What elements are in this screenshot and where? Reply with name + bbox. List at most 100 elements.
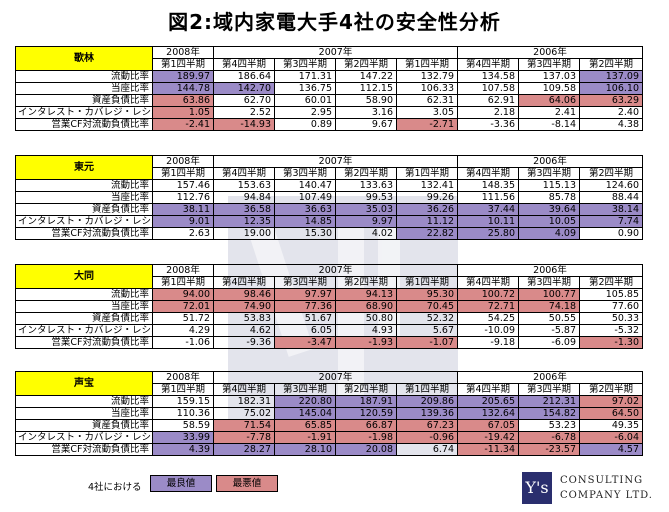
value-cell: 10.11 bbox=[457, 215, 519, 228]
year-header: 2007年 bbox=[213, 371, 458, 384]
value-cell: 72.01 bbox=[152, 300, 214, 313]
value-cell: 58.90 bbox=[335, 94, 397, 107]
value-cell: 97.97 bbox=[274, 288, 336, 301]
metric-label: 流動比率 bbox=[15, 70, 153, 83]
value-cell: 33.99 bbox=[152, 431, 214, 444]
value-cell: 22.82 bbox=[396, 227, 458, 240]
value-cell: 62.91 bbox=[457, 94, 519, 107]
value-cell: 2.52 bbox=[213, 106, 275, 119]
value-cell: 74.90 bbox=[213, 300, 275, 313]
quarter-header: 第2四半期 bbox=[578, 276, 644, 289]
year-header: 2008年 bbox=[152, 264, 214, 277]
value-cell: 107.58 bbox=[457, 82, 519, 95]
metric-label: 流動比率 bbox=[15, 288, 153, 301]
value-cell: 36.63 bbox=[274, 203, 336, 216]
value-cell: 37.44 bbox=[457, 203, 519, 216]
metric-label: 資産負債比率 bbox=[15, 419, 153, 432]
value-cell: 85.78 bbox=[518, 191, 580, 204]
value-cell: 124.60 bbox=[578, 179, 644, 192]
table-row: 資産負債比率 63.86 62.70 60.01 58.90 62.31 62.91 64.0… bbox=[15, 94, 644, 107]
value-cell: -5.32 bbox=[578, 324, 644, 337]
value-cell: -1.07 bbox=[396, 336, 458, 349]
value-cell: -3.47 bbox=[274, 336, 336, 349]
metric-label: 当座比率 bbox=[15, 407, 153, 420]
year-header-row: 大同 2008年 2007年 2006年 bbox=[15, 264, 644, 289]
quarter-header: 第3四半期 bbox=[518, 276, 580, 289]
value-cell: -10.09 bbox=[457, 324, 519, 337]
value-cell: -2.41 bbox=[152, 118, 214, 131]
quarter-header: 第1四半期 bbox=[152, 58, 214, 71]
quarter-header: 第2四半期 bbox=[335, 58, 397, 71]
value-cell: -23.57 bbox=[518, 443, 580, 456]
value-cell: 3.16 bbox=[335, 106, 397, 119]
value-cell: 100.72 bbox=[457, 288, 519, 301]
value-cell: 4.38 bbox=[578, 118, 644, 131]
value-cell: 68.90 bbox=[335, 300, 397, 313]
value-cell: 67.05 bbox=[457, 419, 519, 432]
metric-label: 当座比率 bbox=[15, 300, 153, 313]
value-cell: -9.36 bbox=[213, 336, 275, 349]
quarter-header: 第2四半期 bbox=[578, 167, 644, 180]
value-cell: 49.35 bbox=[578, 419, 644, 432]
value-cell: 171.31 bbox=[274, 70, 336, 83]
value-cell: 106.33 bbox=[396, 82, 458, 95]
year-header: 2008年 bbox=[152, 155, 214, 168]
value-cell: 97.02 bbox=[578, 395, 644, 408]
year-header-row: 東元 2008年 2007年 2006年 bbox=[15, 155, 644, 180]
value-cell: 36.58 bbox=[213, 203, 275, 216]
value-cell: 50.55 bbox=[518, 312, 580, 325]
table-row: 当座比率 144.78 142.70 136.75 112.15 106.33 107.58… bbox=[15, 82, 644, 95]
value-cell: 2.41 bbox=[518, 106, 580, 119]
value-cell: 63.86 bbox=[152, 94, 214, 107]
value-cell: -6.04 bbox=[578, 431, 644, 444]
quarter-header: 第4四半期 bbox=[213, 276, 275, 289]
value-cell: 100.77 bbox=[518, 288, 580, 301]
value-cell: -3.36 bbox=[457, 118, 519, 131]
value-cell: 54.25 bbox=[457, 312, 519, 325]
metric-label: 営業CF対流動負債比率 bbox=[15, 118, 153, 131]
quarter-header: 第3四半期 bbox=[518, 383, 580, 396]
value-cell: 28.27 bbox=[213, 443, 275, 456]
value-cell: 4.93 bbox=[335, 324, 397, 337]
value-cell: 136.75 bbox=[274, 82, 336, 95]
value-cell: 4.57 bbox=[578, 443, 644, 456]
value-cell: 28.10 bbox=[274, 443, 336, 456]
quarter-header: 第4四半期 bbox=[457, 167, 519, 180]
logo-name: CONSULTING COMPANY LTD. bbox=[560, 473, 653, 503]
metric-label: インタレスト・カバレジ・レシオ bbox=[15, 431, 153, 444]
value-cell: 110.36 bbox=[152, 407, 214, 420]
table-row: 資産負債比率 51.72 53.83 51.67 50.80 52.32 54.25 50.5… bbox=[15, 312, 644, 325]
company-table: 歌林 2008年 2007年 2006年 第1四半期 第4四半期 第3四半期 第2四半期 第1四… bbox=[15, 46, 644, 131]
quarter-header: 第4四半期 bbox=[457, 58, 519, 71]
year-header: 2006年 bbox=[456, 371, 644, 384]
value-cell: 94.84 bbox=[213, 191, 275, 204]
metric-label: 営業CF対流動負債比率 bbox=[15, 443, 153, 456]
value-cell: 137.09 bbox=[578, 70, 644, 83]
value-cell: 7.74 bbox=[578, 215, 644, 228]
value-cell: 6.74 bbox=[396, 443, 458, 456]
value-cell: 1.05 bbox=[152, 106, 214, 119]
table-row: インタレスト・カバレジ・レシオ 33.99 -7.78 -1.91 -1.98 -0.96… bbox=[15, 431, 644, 444]
metric-label: 資産負債比率 bbox=[15, 203, 153, 216]
value-cell: 142.70 bbox=[213, 82, 275, 95]
quarter-header: 第3四半期 bbox=[518, 167, 580, 180]
quarter-header: 第1四半期 bbox=[396, 167, 458, 180]
value-cell: 107.49 bbox=[274, 191, 336, 204]
value-cell: 25.80 bbox=[457, 227, 519, 240]
value-cell: 0.89 bbox=[274, 118, 336, 131]
year-header-row: 歌林 2008年 2007年 2006年 bbox=[15, 46, 644, 71]
quarter-header: 第2四半期 bbox=[578, 383, 644, 396]
value-cell: 20.08 bbox=[335, 443, 397, 456]
value-cell: -1.93 bbox=[335, 336, 397, 349]
value-cell: -11.34 bbox=[457, 443, 519, 456]
value-cell: 4.02 bbox=[335, 227, 397, 240]
value-cell: -1.98 bbox=[335, 431, 397, 444]
metric-label: 当座比率 bbox=[15, 191, 153, 204]
value-cell: 60.01 bbox=[274, 94, 336, 107]
year-header: 2007年 bbox=[213, 155, 458, 168]
company-name: 大同 bbox=[15, 264, 153, 289]
logo-line2: COMPANY LTD. bbox=[560, 490, 653, 501]
value-cell: -0.96 bbox=[396, 431, 458, 444]
value-cell: 38.14 bbox=[578, 203, 644, 216]
value-cell: 2.18 bbox=[457, 106, 519, 119]
